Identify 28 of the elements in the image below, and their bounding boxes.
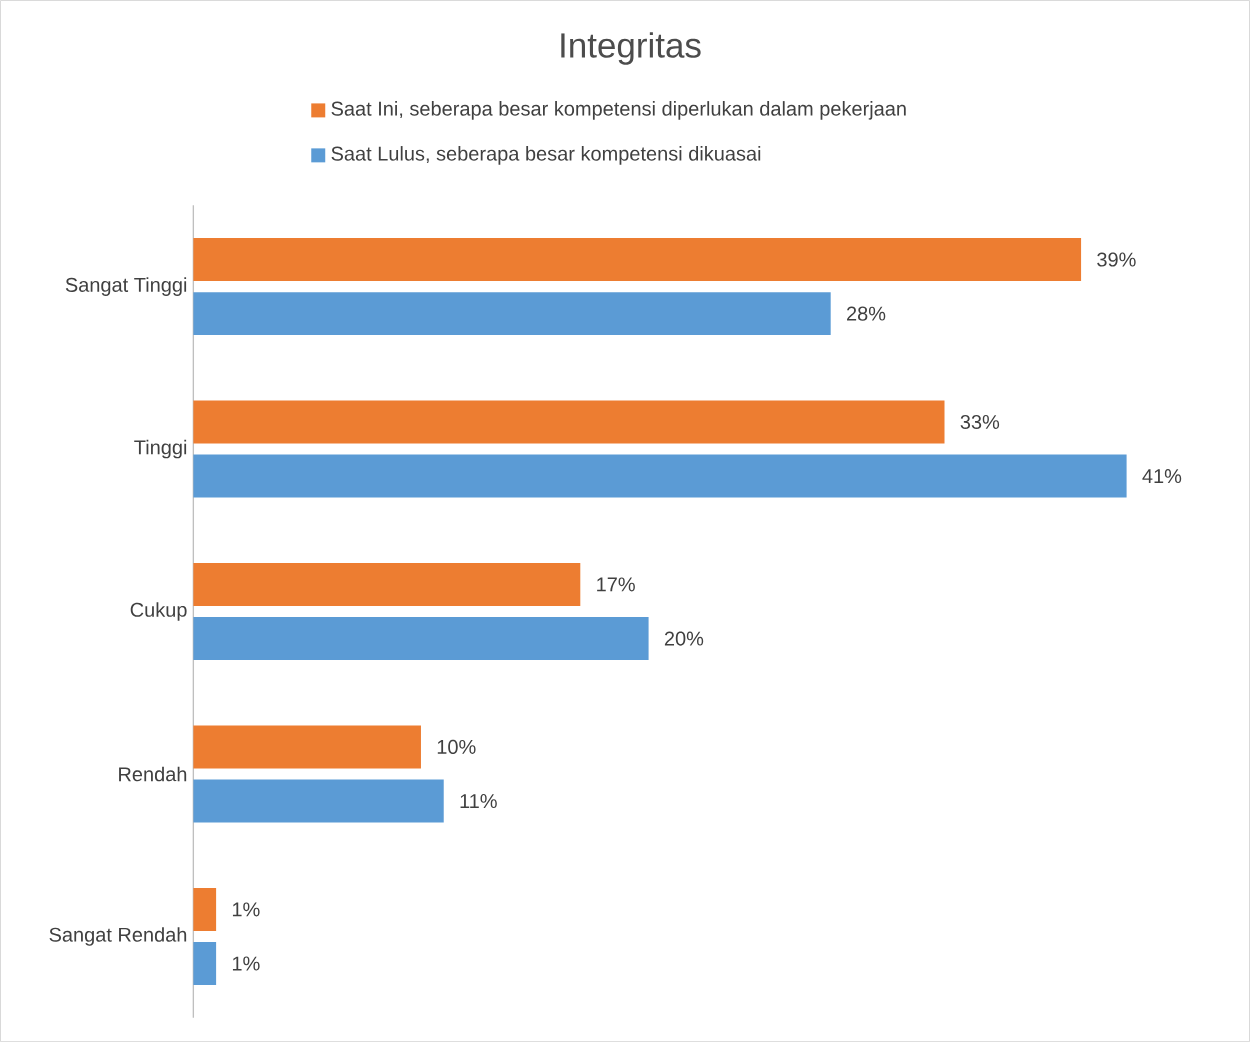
bar — [193, 454, 1127, 498]
bar — [193, 237, 1082, 281]
data-label: 11% — [460, 793, 497, 808]
y-tick-label: Sangat Rendah — [49, 927, 187, 946]
data-label: 33% — [960, 414, 1000, 429]
bar — [193, 292, 831, 336]
data-label: 1% — [232, 956, 260, 971]
data-label: 1% — [232, 902, 260, 917]
bar — [193, 725, 421, 769]
bar — [193, 941, 217, 985]
data-label: 17% — [597, 577, 635, 592]
bar — [193, 562, 581, 606]
y-tick-label: Cukup — [130, 602, 187, 621]
legend-label: Saat Lulus, seberapa besar kompetensi dikuasai — [331, 145, 761, 165]
bar — [193, 400, 945, 444]
data-label: 28% — [847, 306, 886, 321]
bar — [193, 887, 217, 931]
data-label: 20% — [664, 631, 704, 646]
data-label: 41% — [1142, 469, 1182, 483]
bar — [193, 779, 444, 823]
bar — [193, 617, 649, 660]
data-label: 39% — [1097, 252, 1136, 267]
y-tick-label: Sangat Tinggi — [65, 277, 187, 296]
y-tick-label: Tinggi — [134, 439, 187, 459]
legend-label: Saat Ini, seberapa besar kompetensi diperlukan dalam pekerjaan — [331, 101, 906, 120]
data-label: 10% — [437, 739, 476, 754]
chart-title: Integritas — [561, 32, 701, 65]
y-tick-label: Rendah — [119, 766, 187, 782]
